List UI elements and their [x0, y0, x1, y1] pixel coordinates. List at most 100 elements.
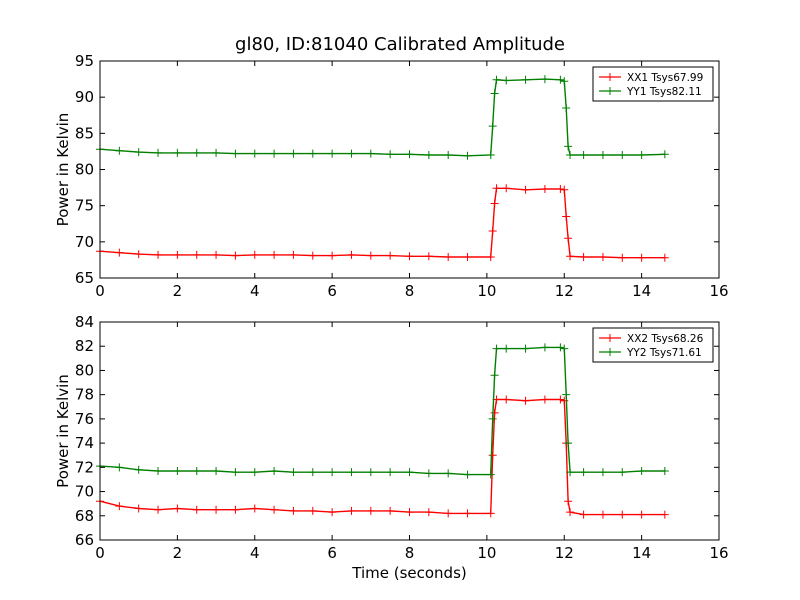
data-point	[231, 468, 240, 477]
data-point	[486, 509, 495, 518]
data-point	[366, 468, 375, 477]
data-point	[270, 466, 279, 475]
data-point	[231, 149, 240, 158]
data-point	[521, 344, 530, 353]
data-point	[564, 142, 573, 151]
data-point	[618, 151, 627, 160]
data-point	[492, 344, 501, 353]
data-point	[308, 506, 317, 515]
data-point	[488, 122, 497, 131]
data-point	[289, 149, 298, 158]
data-point	[347, 468, 356, 477]
data-point	[660, 466, 669, 475]
data-point	[115, 248, 124, 257]
data-point	[250, 149, 259, 158]
data-point	[502, 76, 511, 85]
y-tick-label: 65	[75, 269, 94, 287]
data-point	[134, 250, 143, 259]
data-point	[444, 151, 453, 160]
data-point	[308, 149, 317, 158]
data-point	[444, 469, 453, 478]
data-point	[424, 151, 433, 160]
data-point	[490, 89, 499, 98]
data-point	[173, 466, 182, 475]
data-point	[134, 465, 143, 474]
data-point	[270, 149, 279, 158]
y-tick-label: 68	[75, 507, 94, 525]
data-point	[212, 466, 221, 475]
data-point	[564, 439, 573, 448]
y-tick-label: 80	[75, 161, 94, 179]
data-point	[386, 468, 395, 477]
data-point	[173, 504, 182, 513]
y-tick-label: 85	[75, 124, 94, 142]
y-tick-label: 66	[75, 531, 94, 549]
data-point	[564, 497, 573, 506]
data-point	[289, 506, 298, 515]
data-point	[115, 502, 124, 511]
data-point	[115, 146, 124, 155]
data-point	[328, 468, 337, 477]
data-point	[488, 451, 497, 460]
data-point	[540, 185, 549, 194]
data-point	[192, 505, 201, 514]
data-point	[540, 343, 549, 352]
data-point	[405, 508, 414, 517]
data-point	[556, 395, 565, 404]
data-point	[566, 151, 575, 160]
data-point	[212, 505, 221, 514]
data-point	[637, 510, 646, 519]
data-point	[289, 250, 298, 259]
data-point	[386, 150, 395, 159]
data-point	[386, 251, 395, 260]
data-point	[192, 148, 201, 157]
x-tick-label: 12	[555, 544, 574, 562]
data-point	[486, 470, 495, 479]
x-tick-label: 4	[250, 544, 260, 562]
data-point	[502, 344, 511, 353]
data-point	[212, 250, 221, 259]
y-axis-label-1: Power in Kelvin	[54, 113, 72, 227]
data-point	[212, 148, 221, 157]
data-point	[328, 508, 337, 517]
y-tick-label: 82	[75, 337, 94, 355]
x-tick-label: 8	[405, 544, 415, 562]
data-point	[486, 151, 495, 160]
x-tick-label: 6	[327, 544, 337, 562]
legend-label: XX2 Tsys68.26	[627, 333, 704, 345]
y-tick-label: 76	[75, 410, 94, 428]
y-tick-label: 90	[75, 88, 94, 106]
x-tick-label: 12	[555, 282, 574, 300]
data-point	[579, 253, 588, 262]
data-point	[463, 151, 472, 160]
y-tick-label: 84	[75, 313, 94, 331]
x-tick-label: 4	[250, 282, 260, 300]
data-point	[490, 371, 499, 380]
data-point	[250, 468, 259, 477]
x-tick-label: 0	[95, 282, 105, 300]
data-point	[618, 253, 627, 262]
data-point	[424, 252, 433, 261]
y-tick-label: 80	[75, 361, 94, 379]
y-tick-label: 74	[75, 434, 94, 452]
data-point	[347, 506, 356, 515]
data-point	[579, 151, 588, 160]
data-point	[618, 510, 627, 519]
data-point	[154, 505, 163, 514]
legend-label: YY2 Tsys71.61	[626, 347, 702, 359]
data-point	[231, 505, 240, 514]
data-point	[270, 505, 279, 514]
data-point	[566, 508, 575, 517]
y-tick-label: 72	[75, 458, 94, 476]
legend-label: YY1 Tsys82.11	[626, 86, 702, 98]
series-line-2-1	[99, 398, 665, 516]
x-tick-label: 10	[477, 282, 496, 300]
data-point	[328, 149, 337, 158]
data-point	[134, 148, 143, 157]
data-point	[598, 468, 607, 477]
data-point	[463, 509, 472, 518]
data-point	[556, 185, 565, 194]
x-tick-label: 0	[95, 544, 105, 562]
data-point	[490, 408, 499, 417]
